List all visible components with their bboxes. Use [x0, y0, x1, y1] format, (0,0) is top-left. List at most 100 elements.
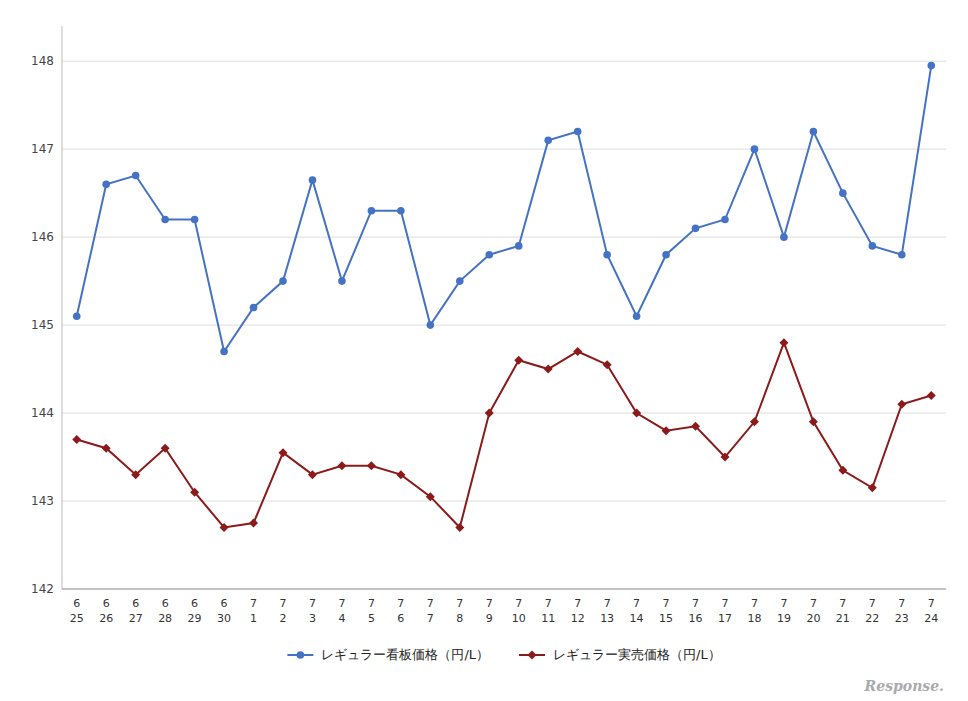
x-tick-label: 7 — [722, 597, 729, 610]
x-tick-label: 14 — [630, 612, 644, 625]
x-tick-label: 30 — [217, 612, 231, 625]
point — [897, 400, 906, 409]
point — [485, 409, 494, 418]
x-tick-label: 7 — [810, 597, 817, 610]
legend-item: レギュラー看板価格（円/L） — [287, 647, 489, 662]
point — [632, 409, 641, 418]
x-tick-label: 13 — [600, 612, 614, 625]
point — [72, 435, 81, 444]
point — [191, 216, 199, 224]
x-tick-label: 1 — [250, 612, 257, 625]
chart: 1421431441451461471486256266276286296307… — [0, 0, 968, 701]
y-axis-line — [62, 26, 63, 589]
point — [838, 466, 847, 475]
x-tick-label: 12 — [571, 612, 585, 625]
point — [427, 321, 435, 329]
x-tick-label: 16 — [689, 612, 703, 625]
point — [721, 216, 729, 224]
x-tick-label: 6 — [132, 597, 139, 610]
x-tick-label: 6 — [103, 597, 110, 610]
x-tick-label: 7 — [280, 597, 287, 610]
point — [898, 251, 906, 259]
point — [337, 461, 346, 470]
x-axis: 6256266276286296307172737475767778797107… — [70, 597, 939, 625]
grid-line — [62, 501, 946, 502]
x-tick-label: 27 — [129, 612, 143, 625]
x-tick-label: 17 — [718, 612, 732, 625]
x-tick-label: 7 — [780, 597, 787, 610]
x-tick-label: 24 — [924, 612, 938, 625]
point — [868, 483, 877, 492]
y-tick-label: 145 — [31, 318, 54, 332]
x-tick-label: 11 — [541, 612, 555, 625]
point — [249, 519, 258, 528]
point — [633, 312, 641, 320]
x-tick-label: 25 — [70, 612, 84, 625]
point — [396, 470, 405, 479]
point — [132, 172, 140, 180]
point — [691, 422, 700, 431]
x-tick-label: 7 — [309, 597, 316, 610]
x-tick-label: 6 — [397, 612, 404, 625]
x-tick-label: 7 — [368, 597, 375, 610]
y-tick-label: 148 — [31, 54, 54, 68]
x-tick-label: 7 — [545, 597, 552, 610]
point — [485, 251, 493, 259]
x-tick-label: 7 — [692, 597, 699, 610]
y-tick-label: 146 — [31, 230, 54, 244]
point — [161, 216, 169, 224]
x-tick-label: 3 — [309, 612, 316, 625]
x-tick-label: 18 — [747, 612, 761, 625]
x-tick-label: 6 — [221, 597, 228, 610]
point — [662, 426, 671, 435]
y-tick-label: 142 — [31, 582, 54, 596]
y-axis: 142 143 144 145 146 147 148 — [31, 26, 946, 596]
point — [514, 356, 523, 365]
point — [809, 417, 818, 426]
point — [839, 189, 847, 197]
point — [367, 461, 376, 470]
point — [750, 417, 759, 426]
point — [220, 348, 228, 356]
point — [456, 277, 464, 285]
x-tick-label: 7 — [427, 597, 434, 610]
point — [721, 453, 730, 462]
point — [397, 207, 405, 215]
x-tick-label: 10 — [512, 612, 526, 625]
point — [779, 338, 788, 347]
x-tick-label: 2 — [280, 612, 287, 625]
point — [810, 128, 818, 136]
x-tick-label: 23 — [895, 612, 909, 625]
x-tick-label: 7 — [486, 597, 493, 610]
y-tick-label: 143 — [31, 494, 54, 508]
point — [297, 651, 305, 659]
point — [102, 444, 111, 453]
point — [279, 277, 287, 285]
x-axis-line — [62, 589, 946, 590]
legend-label: レギュラー実売価格（円/L） — [553, 647, 721, 662]
y-tick-label: 144 — [31, 406, 54, 420]
point — [73, 312, 81, 320]
point — [544, 137, 552, 145]
watermark: Response. — [864, 678, 944, 694]
point — [927, 391, 936, 400]
x-tick-label: 7 — [898, 597, 905, 610]
point — [662, 251, 670, 259]
line — [77, 343, 932, 528]
x-tick-label: 20 — [806, 612, 820, 625]
x-tick-label: 7 — [839, 597, 846, 610]
point — [544, 365, 553, 374]
x-tick-label: 7 — [751, 597, 758, 610]
point — [927, 62, 935, 70]
x-tick-label: 7 — [869, 597, 876, 610]
x-tick-label: 15 — [659, 612, 673, 625]
x-tick-label: 29 — [188, 612, 202, 625]
y-tick-label: 147 — [31, 142, 54, 156]
x-tick-label: 19 — [777, 612, 791, 625]
x-tick-label: 7 — [456, 597, 463, 610]
x-tick-label: 7 — [928, 597, 935, 610]
point — [368, 207, 376, 215]
x-tick-label: 6 — [191, 597, 198, 610]
x-tick-label: 7 — [574, 597, 581, 610]
x-tick-label: 7 — [663, 597, 670, 610]
